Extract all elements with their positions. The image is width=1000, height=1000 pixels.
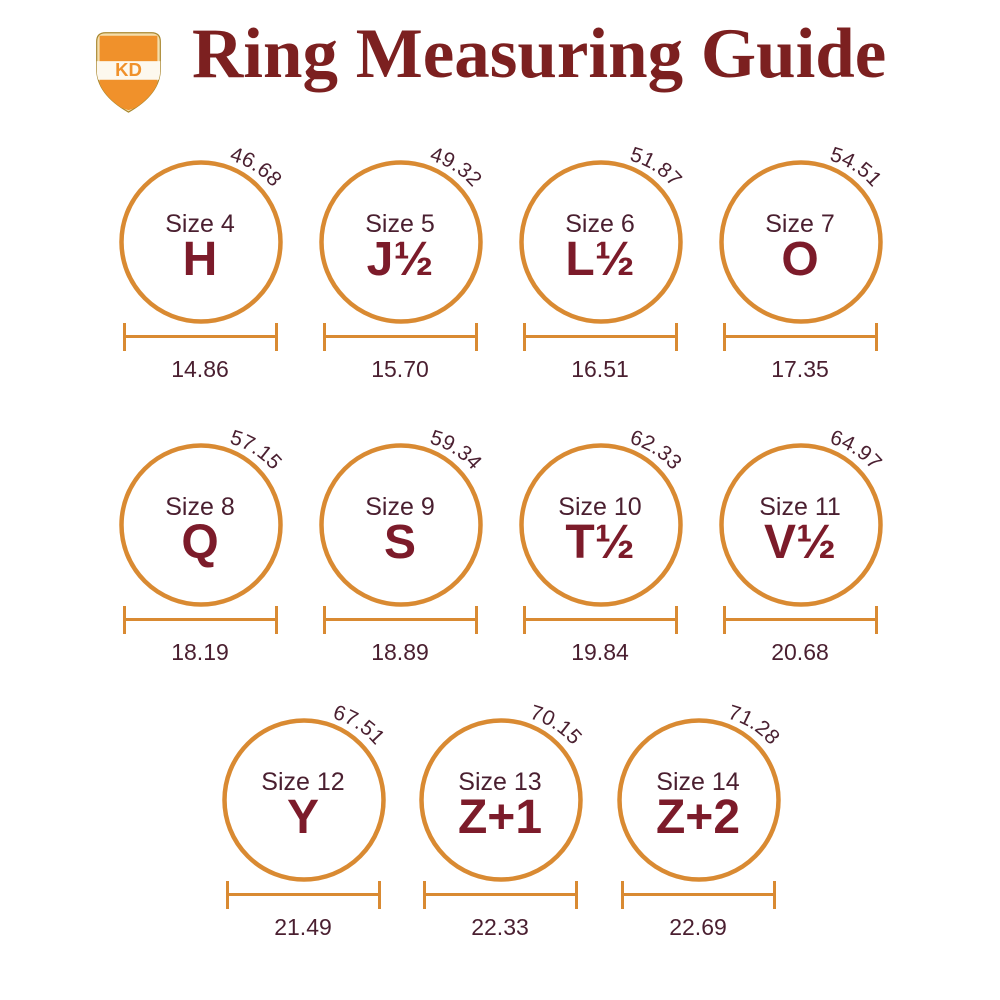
svg-text:KD: KD — [115, 59, 142, 80]
